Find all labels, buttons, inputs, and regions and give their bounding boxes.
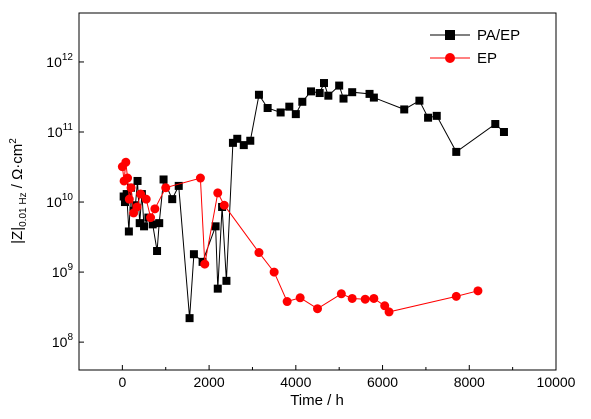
- data-point-pa-ep: [228, 138, 237, 147]
- x-tick-label: 8000: [454, 374, 485, 390]
- y-axis-title: |Z|0.01 Hz / Ω·cm2: [8, 138, 29, 244]
- x-axis: 0 2000 4000 6000 8000 10000: [78, 365, 576, 390]
- y-axis-title-subscript: 0.01 Hz: [18, 192, 29, 226]
- data-point-pa-ep: [155, 219, 164, 228]
- data-point-pa-ep: [315, 89, 324, 98]
- legend-marker-pa-ep: [445, 30, 455, 40]
- data-point-pa-ep: [285, 102, 294, 111]
- y-tick-label: 1012: [46, 52, 73, 70]
- legend-marker-ep: [445, 53, 455, 63]
- data-point-ep: [254, 248, 264, 258]
- data-point-pa-ep: [276, 108, 285, 117]
- legend: PA/EP EP: [430, 27, 520, 67]
- data-point-ep: [336, 289, 346, 299]
- data-point-pa-ep: [369, 93, 378, 102]
- data-point-pa-ep: [298, 97, 307, 106]
- data-point-pa-ep: [233, 134, 242, 143]
- data-point-ep: [295, 293, 305, 303]
- data-point-pa-ep: [133, 176, 142, 185]
- data-point-pa-ep: [348, 88, 357, 97]
- data-point-pa-ep: [335, 81, 344, 90]
- data-point-pa-ep: [400, 105, 409, 114]
- data-point-ep: [219, 200, 229, 210]
- data-point-ep: [123, 173, 133, 183]
- x-tick-label: 6000: [367, 374, 398, 390]
- data-point-ep: [124, 194, 134, 204]
- y-tick-label: 1011: [47, 122, 73, 140]
- data-point-pa-ep: [174, 181, 183, 190]
- x-tick-label: 0: [118, 374, 126, 390]
- legend-label-pa-ep: PA/EP: [477, 27, 520, 44]
- data-point-ep: [161, 183, 171, 193]
- data-point-pa-ep: [120, 198, 129, 207]
- x-tick-label: 2000: [194, 374, 225, 390]
- data-point-ep: [126, 183, 136, 193]
- data-point-ep: [384, 307, 394, 317]
- y-tick-label: 1010: [46, 192, 73, 210]
- data-point-ep: [451, 291, 461, 301]
- series-line-1: [121, 162, 479, 313]
- data-point-pa-ep: [189, 250, 198, 259]
- data-point-pa-ep: [291, 110, 300, 119]
- plot-area-frame: [78, 12, 557, 371]
- y-axis-title-main: |Z|: [9, 227, 26, 244]
- data-point-pa-ep: [135, 219, 144, 228]
- y-axis-title-unit-sup: 2: [8, 138, 19, 144]
- data-point-ep: [141, 194, 151, 204]
- data-point-ep: [369, 293, 379, 303]
- data-point-pa-ep: [213, 284, 222, 293]
- data-point-pa-ep: [432, 111, 441, 120]
- data-point-pa-ep: [499, 128, 508, 136]
- data-point-pa-ep: [424, 113, 433, 122]
- data-point-pa-ep: [124, 227, 133, 236]
- data-point-pa-ep: [339, 94, 348, 103]
- y-tick-label: 108: [52, 332, 74, 350]
- data-point-ep: [213, 188, 223, 198]
- data-point-pa-ep: [185, 314, 194, 323]
- data-point-pa-ep: [222, 276, 231, 285]
- data-point-pa-ep: [159, 175, 168, 184]
- data-point-ep: [473, 286, 483, 296]
- data-point-pa-ep: [306, 87, 315, 96]
- data-point-ep: [150, 204, 160, 214]
- data-point-pa-ep: [491, 120, 500, 129]
- data-point-pa-ep: [263, 104, 272, 113]
- data-point-pa-ep: [324, 91, 333, 100]
- data-point-ep: [269, 267, 279, 277]
- data-point-pa-ep: [254, 90, 263, 99]
- data-point-pa-ep: [452, 147, 461, 156]
- series-line-0: [123, 81, 505, 319]
- y-axis: 108 109 1010 1011 1012: [46, 52, 84, 350]
- data-point-ep: [313, 304, 322, 314]
- data-point-ep: [121, 157, 131, 167]
- data-point-pa-ep: [246, 136, 255, 145]
- data-point-ep: [195, 173, 205, 183]
- x-tick-label: 4000: [280, 374, 311, 390]
- data-point-ep: [132, 202, 142, 212]
- data-point-ep: [146, 213, 156, 223]
- data-point-pa-ep: [320, 79, 329, 88]
- data-point-pa-ep: [140, 222, 149, 231]
- data-point-pa-ep: [168, 195, 177, 204]
- data-point-pa-ep: [148, 220, 157, 229]
- data-point-ep: [347, 293, 357, 303]
- data-point-pa-ep: [415, 96, 424, 105]
- data-point-pa-ep: [239, 141, 248, 150]
- legend-label-ep: EP: [477, 50, 497, 67]
- x-axis-title: Time / h: [290, 392, 344, 409]
- y-axis-title-unit: / Ω·cm: [9, 144, 26, 193]
- data-point-pa-ep: [153, 247, 162, 255]
- data-point-ep: [282, 297, 292, 307]
- y-tick-label: 109: [52, 262, 74, 280]
- data-point-ep: [200, 259, 210, 269]
- data-point-pa-ep: [211, 222, 220, 231]
- data-point-ep: [360, 294, 370, 304]
- series-layer: [117, 79, 508, 323]
- x-tick-label: 10000: [537, 374, 576, 390]
- data-point-pa-ep: [365, 89, 374, 98]
- data-point-pa-ep: [122, 190, 131, 199]
